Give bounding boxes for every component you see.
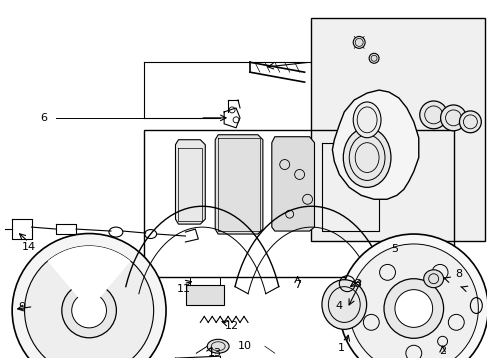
Polygon shape (215, 135, 263, 234)
Text: 4: 4 (335, 301, 342, 311)
Ellipse shape (207, 339, 229, 353)
Ellipse shape (423, 270, 443, 288)
Text: 8: 8 (454, 269, 461, 279)
Ellipse shape (61, 283, 116, 338)
Circle shape (440, 105, 466, 131)
Ellipse shape (24, 246, 153, 360)
Ellipse shape (339, 234, 488, 360)
Text: 11: 11 (176, 284, 190, 294)
Text: 12: 12 (224, 321, 239, 332)
Ellipse shape (348, 244, 477, 360)
Text: 10: 10 (238, 341, 251, 351)
Circle shape (459, 111, 480, 133)
Text: 2: 2 (438, 346, 445, 356)
Polygon shape (175, 140, 205, 224)
Polygon shape (332, 90, 418, 199)
Text: 1: 1 (337, 343, 344, 353)
Ellipse shape (368, 53, 378, 63)
Polygon shape (271, 137, 314, 231)
Text: 5: 5 (390, 244, 398, 254)
Ellipse shape (352, 36, 365, 48)
Text: 6: 6 (40, 113, 47, 123)
Text: 13: 13 (208, 348, 222, 358)
Text: 3: 3 (353, 279, 360, 289)
Bar (143, 130, 452, 277)
Ellipse shape (343, 128, 390, 187)
Ellipse shape (321, 280, 366, 329)
Ellipse shape (394, 290, 432, 327)
Bar (310, 18, 484, 241)
Bar (186, 285, 224, 305)
Ellipse shape (72, 293, 106, 328)
Ellipse shape (383, 279, 443, 338)
Ellipse shape (12, 234, 166, 360)
Circle shape (419, 101, 447, 129)
Ellipse shape (352, 102, 380, 138)
Text: 9: 9 (18, 302, 25, 311)
Text: 14: 14 (21, 242, 36, 252)
Text: 7: 7 (293, 280, 301, 290)
Wedge shape (47, 246, 130, 310)
